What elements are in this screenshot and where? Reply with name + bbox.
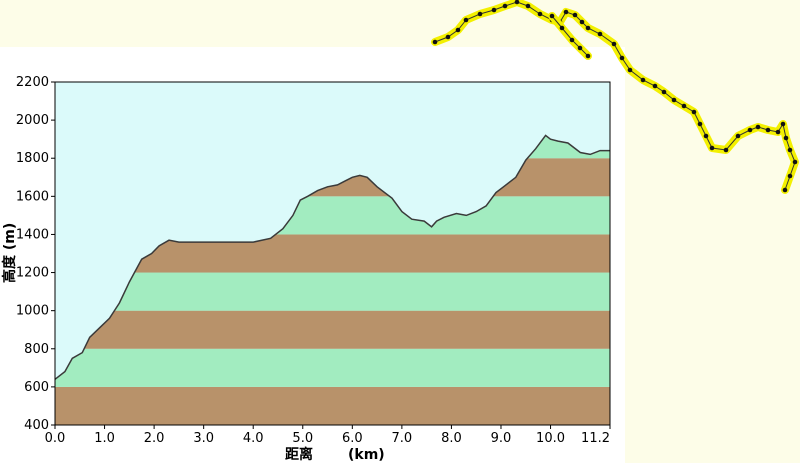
- track-point: [709, 145, 715, 151]
- track-point: [671, 97, 677, 103]
- track-point: [455, 27, 461, 33]
- y-tick-label: 1800: [16, 151, 49, 166]
- track-point: [792, 159, 798, 165]
- y-axis: 400 600 800 1000 1200 1400 1600 1800 2000 2200: [16, 75, 55, 433]
- y-tick-label: 1400: [16, 227, 49, 242]
- x-axis: 0.0 1.0 2.0 3.0 4.0 5.0 6.0 7.0 8.0 9.0 10.0 11.2: [45, 425, 611, 446]
- track-point: [563, 9, 569, 15]
- y-tick-label: 1600: [16, 189, 49, 204]
- x-tick-label: 4.0: [243, 431, 264, 446]
- track-point: [585, 53, 591, 59]
- plot-frame: [54, 81, 611, 426]
- track-point: [585, 25, 591, 31]
- y-tick-label: 2000: [16, 113, 49, 128]
- track-point: [775, 129, 781, 135]
- y-tick-label: 2200: [16, 75, 49, 90]
- track-point: [765, 127, 771, 133]
- track-point: [577, 45, 583, 51]
- track-point: [445, 34, 451, 40]
- track-point: [537, 11, 543, 17]
- y-tick-label: 600: [24, 380, 49, 395]
- track-point: [782, 187, 788, 193]
- track-point: [787, 173, 793, 179]
- y-axis-title: 高度 (m): [1, 223, 18, 283]
- elevation-band: [55, 386, 610, 425]
- track-point: [652, 83, 658, 89]
- elevation-band: [55, 310, 610, 349]
- x-tick-label: 1.0: [94, 431, 115, 446]
- track-point: [691, 109, 697, 115]
- elevation-profile-line: [54, 134, 610, 380]
- track-point: [463, 17, 469, 23]
- track-point: [525, 3, 531, 9]
- track-point: [611, 41, 617, 47]
- elevation-band: [55, 272, 610, 311]
- track-point: [432, 39, 438, 45]
- track-point: [559, 25, 565, 31]
- y-tick-label: 1000: [16, 304, 49, 319]
- track-point: [723, 147, 729, 153]
- track-point: [502, 3, 508, 9]
- track-point: [787, 147, 793, 153]
- track-point: [549, 13, 555, 19]
- x-axis-unit: (km): [348, 447, 385, 463]
- x-tick-label: 2.0: [144, 431, 165, 446]
- track-point: [597, 31, 603, 37]
- track-point: [477, 11, 483, 17]
- x-tick-label: 0.0: [45, 431, 66, 446]
- y-tick-label: 1200: [16, 266, 49, 281]
- y-tick-label: 800: [24, 342, 49, 357]
- x-tick-label: 11.2: [581, 431, 610, 446]
- elevation-band: [55, 348, 610, 387]
- x-tick-label: 7.0: [392, 431, 413, 446]
- x-tick-label: 5.0: [292, 431, 313, 446]
- y-tick-label: 400: [24, 418, 49, 433]
- x-axis-title: 距离: [285, 446, 313, 463]
- track-point: [579, 19, 585, 25]
- track-point: [569, 37, 575, 43]
- track-point: [780, 121, 786, 127]
- track-point: [783, 135, 789, 141]
- track-point: [661, 89, 667, 95]
- track-point: [491, 7, 497, 13]
- x-tick-label: 6.0: [342, 431, 363, 446]
- track-point: [514, 0, 520, 5]
- track-point: [640, 77, 646, 83]
- track-point: [681, 103, 687, 109]
- track-point: [572, 12, 578, 18]
- track-point: [697, 121, 703, 127]
- x-tick-label: 3.0: [193, 431, 214, 446]
- track-point: [703, 133, 709, 139]
- x-tick-label: 8.0: [441, 431, 462, 446]
- track-point: [755, 124, 761, 130]
- x-tick-label: 9.0: [491, 431, 512, 446]
- track-point: [619, 55, 625, 61]
- x-tick-label: 10.0: [536, 431, 565, 446]
- track-point: [627, 67, 633, 73]
- route-track-overlay: [431, 0, 799, 194]
- track-point: [735, 133, 741, 139]
- track-point: [747, 127, 753, 133]
